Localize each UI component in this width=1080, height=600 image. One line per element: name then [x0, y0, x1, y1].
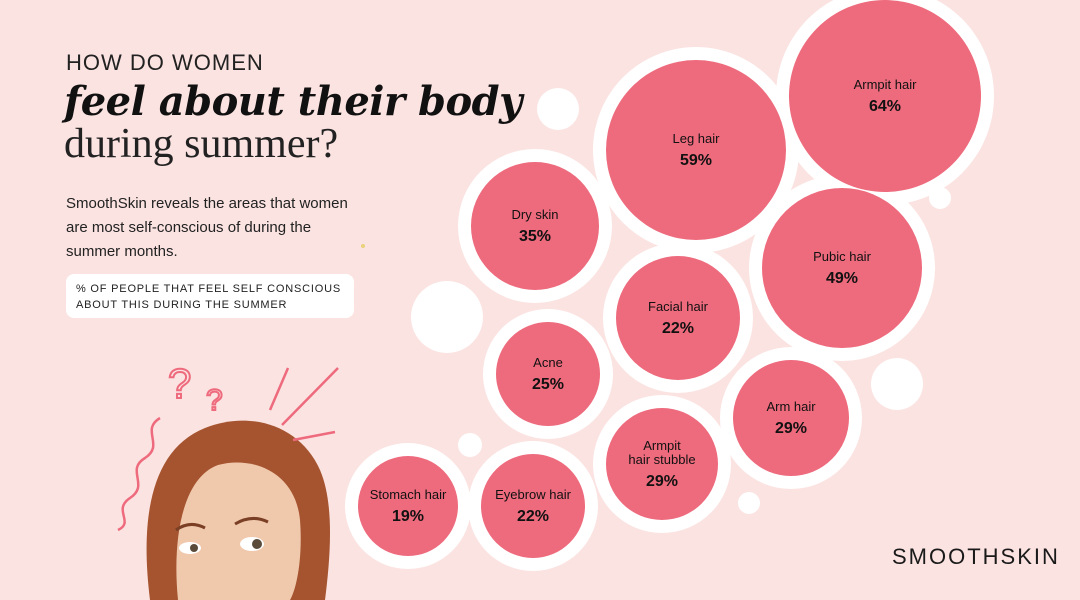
person-illustration: ? ? [117, 359, 339, 600]
bubble-label: Facial hair [648, 299, 709, 314]
bubble-mark [789, 0, 981, 192]
bubble-value: 49% [826, 270, 858, 287]
bubble-value: 29% [775, 420, 807, 437]
bubble-armpit-hair: Armpit hair 64% [789, 0, 981, 192]
brow-left [175, 523, 206, 532]
intro-text: SmoothSkin reveals the areas that women … [66, 195, 348, 260]
face-shape [176, 462, 301, 600]
deco-bubble [871, 358, 923, 410]
bubble-facial-hair: Facial hair 22% [616, 256, 740, 380]
deco-bubble [411, 281, 483, 353]
question-mark-icon: ? [206, 384, 223, 417]
bubble-pubic-hair: Pubic hair 49% [762, 188, 922, 348]
bubble-label: hair stubble [628, 452, 695, 467]
data-bubbles: Armpit hair 64% Leg hair 59% Pubic hair 49% Dr… [345, 0, 994, 571]
bubble-label: Stomach hair [370, 487, 447, 502]
bubble-value: 19% [392, 508, 424, 525]
bubble-dry-skin: Dry skin 35% [471, 162, 599, 290]
emphasis-line [281, 367, 339, 426]
bubble-mark [762, 188, 922, 348]
emphasis-line [268, 367, 290, 411]
page-title: feel about their body [64, 78, 522, 125]
kicker-text: HOW DO WOMEN [66, 50, 264, 75]
bubble-label: Arm hair [766, 399, 816, 414]
bubble-value: 35% [519, 228, 551, 245]
bubble-value: 29% [646, 473, 678, 490]
question-mark-icon: ? [168, 360, 191, 407]
deco-bubble [738, 492, 760, 514]
bubble-mark [481, 454, 585, 558]
brow-right [234, 517, 269, 526]
legend-box: % OF PEOPLE THAT FEEL SELF CONSCIOUS ABO… [66, 274, 354, 318]
bubble-label: Armpit [643, 438, 681, 453]
emphasis-line [292, 430, 336, 442]
deco-bubble [537, 88, 579, 130]
legend-text: % OF PEOPLE THAT FEEL SELF CONSCIOUS ABO… [76, 283, 341, 311]
bubble-label: Pubic hair [813, 249, 871, 264]
bubble-mark [358, 456, 458, 556]
bubble-value: 64% [869, 98, 901, 115]
bubble-label: Eyebrow hair [495, 487, 572, 502]
bubble-label: Acne [533, 355, 563, 370]
pupil-right [252, 539, 262, 549]
bubble-mark [496, 322, 600, 426]
bubble-value: 22% [662, 320, 694, 337]
bubble-acne: Acne 25% [496, 322, 600, 426]
bubble-mark [471, 162, 599, 290]
bubble-label: Dry skin [512, 207, 559, 222]
bubble-value: 22% [517, 508, 549, 525]
bubble-value: 25% [532, 376, 564, 393]
bubble-stomach-hair: Stomach hair 19% [358, 456, 458, 556]
squiggle-icon [117, 416, 161, 532]
page-subtitle: during summer? [64, 121, 339, 167]
bubble-mark [733, 360, 849, 476]
brand-logo: SMOOTHSKIN [892, 544, 1060, 569]
bubble-arm-hair: Arm hair 29% [733, 360, 849, 476]
deco-bubble [361, 244, 365, 248]
bubble-mark [606, 60, 786, 240]
bubble-value: 59% [680, 152, 712, 169]
bubble-mark [606, 408, 718, 520]
decorative-bubbles [361, 88, 951, 514]
bubble-label: Leg hair [673, 131, 721, 146]
bubble-leg-hair: Leg hair 59% [606, 60, 786, 240]
bubble-eyebrow-hair: Eyebrow hair 22% [481, 454, 585, 558]
bubble-mark [616, 256, 740, 380]
bubble-label: Armpit hair [854, 77, 918, 92]
pupil-left [190, 544, 198, 552]
deco-bubble [458, 433, 482, 457]
